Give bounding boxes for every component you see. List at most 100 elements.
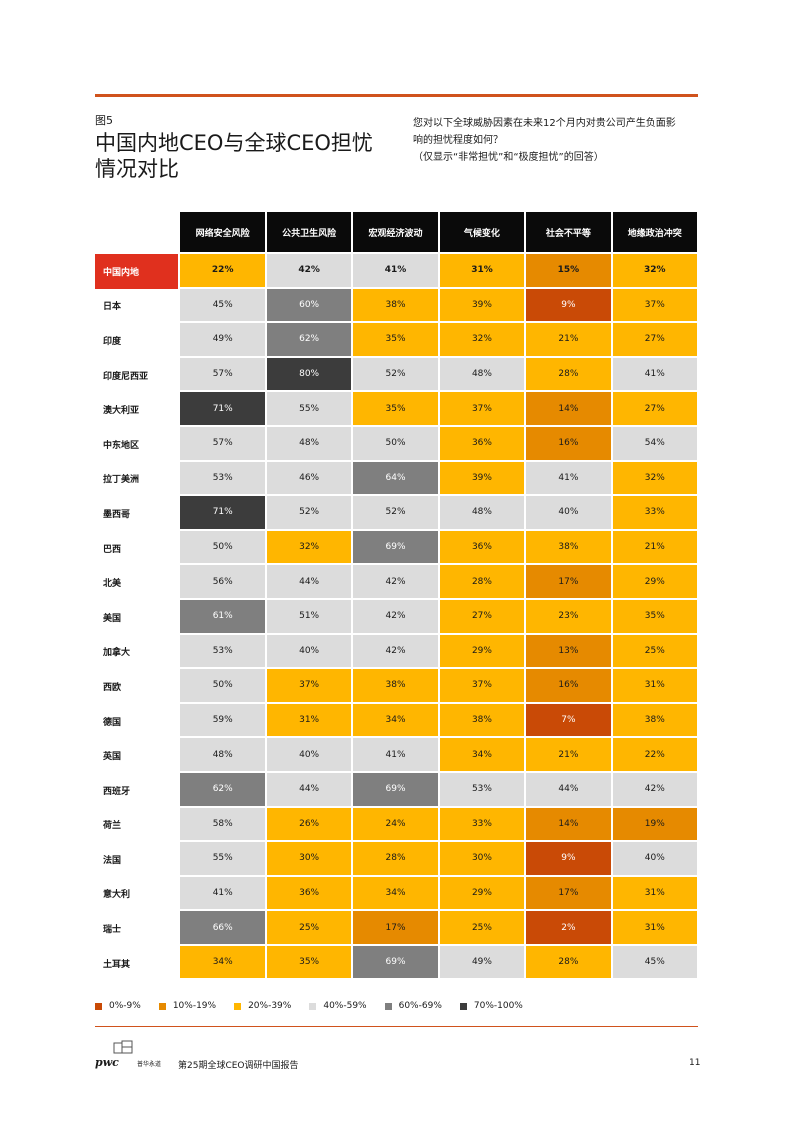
value-cell: 71% (180, 496, 265, 529)
value-cell: 13% (526, 634, 611, 668)
value-cell: 27% (612, 323, 698, 356)
value-cell: 29% (439, 634, 525, 668)
top-rule (95, 94, 698, 97)
value-cell: 15% (526, 254, 611, 287)
value-cell: 31% (439, 254, 525, 287)
value-cell: 30% (266, 842, 352, 875)
row-label: 巴西 (103, 544, 122, 555)
value-cell: 36% (439, 426, 525, 460)
value-cell: 32% (439, 323, 525, 356)
value-cell: 31% (266, 703, 352, 737)
value-cell: 36% (266, 876, 352, 910)
legend-item: 70%-100% (459, 1001, 523, 1011)
legend-item: 20%-39% (234, 1001, 291, 1011)
legend-label: 20%-39% (248, 1001, 292, 1011)
value-cell: 9% (526, 842, 611, 875)
concern-heatmap-table: 网络安全风险 公共卫生风险 宏观经济波动 气候变化 社会不平等 地缘政治冲突 中国内地 22%… (95, 212, 699, 980)
value-cell: 34% (439, 738, 525, 771)
table-row: 英国 48% 40% 41% 34% 21% 22% (95, 738, 699, 773)
value-cell: 48% (439, 357, 525, 391)
value-cell: 41% (526, 461, 611, 495)
legend-swatch (234, 1002, 242, 1010)
legend-item: 40%-59% (309, 1001, 367, 1011)
question-line-1: 您对以下全球威胁因素在未来12个月内对贵公司产生负面影 (413, 118, 676, 129)
row-label: 拉丁美洲 (103, 475, 140, 486)
value-cell: 41% (612, 357, 698, 391)
value-cell: 37% (439, 392, 525, 425)
value-cell: 29% (612, 565, 698, 598)
value-cell: 41% (353, 738, 438, 771)
value-cell: 26% (266, 807, 352, 841)
bottom-rule (95, 1026, 698, 1027)
table-row: 德国 59% 31% 34% 38% 7% 38% (95, 703, 699, 739)
legend-item: 60%-69% (384, 1001, 442, 1011)
table-row: 法国 55% 30% 28% 30% 9% 40% (95, 842, 699, 877)
page-title: 中国内地CEO与全球CEO担忧 情况对比 (95, 130, 395, 182)
column-header: 公共卫生风险 (266, 212, 352, 252)
value-cell: 28% (353, 842, 438, 875)
value-cell: 38% (612, 703, 698, 737)
row-label: 中国内地 (95, 254, 179, 289)
value-cell: 31% (612, 876, 698, 910)
legend-label: 10%-19% (172, 1001, 217, 1011)
value-cell: 41% (353, 254, 438, 287)
value-cell: 2% (526, 911, 611, 944)
value-cell: 40% (266, 634, 352, 668)
value-cell: 69% (353, 772, 438, 806)
value-cell: 49% (439, 945, 525, 979)
value-cell: 7% (526, 703, 611, 737)
value-cell: 28% (526, 357, 611, 391)
table-row: 拉丁美洲 53% 46% 64% 39% 41% 32% (95, 461, 699, 497)
row-label: 瑞士 (103, 925, 122, 936)
column-header: 社会不平等 (526, 212, 611, 252)
color-legend: 0%-9% 10%-19% 20%-39% 40%-59% 60%-69% 70%-100… (95, 1001, 541, 1011)
value-cell: 41% (180, 876, 265, 910)
legend-swatch (309, 1002, 317, 1010)
value-cell: 17% (353, 911, 438, 944)
legend-swatch (95, 1002, 102, 1010)
value-cell: 17% (526, 565, 611, 598)
value-cell: 48% (180, 738, 265, 771)
table-row: 荷兰 58% 26% 24% 33% 14% 19% (95, 807, 699, 843)
value-cell: 55% (180, 842, 265, 875)
column-header: 气候变化 (439, 212, 525, 252)
value-cell: 42% (353, 634, 438, 668)
table-row: 印度 49% 62% 35% 32% 21% 27% (95, 323, 699, 358)
legend-swatch (158, 1002, 166, 1010)
value-cell: 62% (180, 772, 265, 806)
value-cell: 37% (612, 288, 698, 322)
table-row: 加拿大 53% 40% 42% 29% 13% 25% (95, 634, 699, 670)
value-cell: 58% (180, 807, 265, 841)
value-cell: 49% (180, 323, 265, 356)
value-cell: 31% (612, 911, 698, 944)
value-cell: 35% (266, 945, 352, 979)
value-cell: 21% (526, 738, 611, 771)
table-row: 意大利 41% 36% 34% 29% 17% 31% (95, 876, 699, 912)
row-label: 中东地区 (103, 440, 140, 451)
row-label: 英国 (103, 752, 122, 763)
row-label: 加拿大 (103, 648, 131, 659)
value-cell: 27% (612, 392, 698, 425)
value-cell: 37% (266, 669, 352, 702)
value-cell: 31% (612, 669, 698, 702)
value-cell: 62% (266, 323, 352, 356)
value-cell: 80% (266, 357, 352, 391)
value-cell: 48% (266, 426, 352, 460)
value-cell: 45% (612, 945, 698, 979)
table-header-row: 网络安全风险 公共卫生风险 宏观经济波动 气候变化 社会不平等 地缘政治冲突 (95, 212, 699, 252)
row-label: 澳大利亚 (103, 406, 140, 417)
table-row: 澳大利亚 71% 55% 35% 37% 14% 27% (95, 392, 699, 427)
value-cell: 71% (180, 392, 265, 425)
value-cell: 24% (353, 807, 438, 841)
legend-label: 60%-69% (398, 1001, 442, 1011)
value-cell: 25% (612, 634, 698, 668)
value-cell: 52% (353, 357, 438, 391)
value-cell: 39% (439, 461, 525, 495)
value-cell: 9% (526, 288, 611, 322)
value-cell: 50% (180, 530, 265, 564)
row-label: 意大利 (103, 890, 131, 901)
value-cell: 57% (180, 357, 265, 391)
value-cell: 35% (612, 599, 698, 633)
question-line-2: 响的担忧程度如何？ (413, 135, 503, 146)
row-label: 德国 (103, 717, 122, 728)
